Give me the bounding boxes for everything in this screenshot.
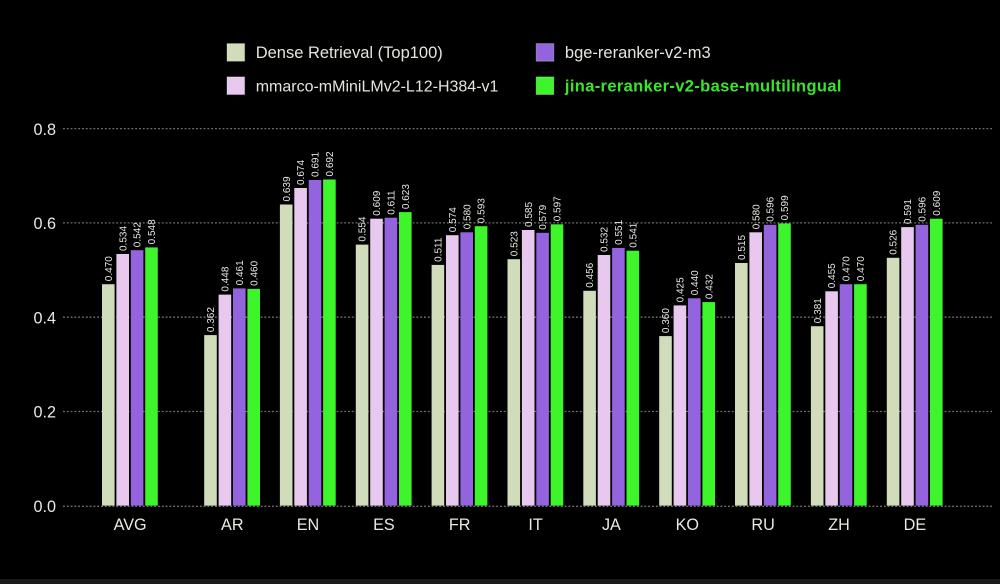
svg-text:0.639: 0.639 — [282, 176, 293, 201]
svg-text:AR: AR — [221, 516, 244, 534]
svg-text:KO: KO — [676, 516, 699, 534]
svg-text:0.692: 0.692 — [325, 151, 336, 176]
svg-text:0.674: 0.674 — [296, 160, 307, 185]
svg-text:RU: RU — [751, 516, 774, 534]
svg-text:0.534: 0.534 — [118, 226, 129, 251]
svg-text:0.611: 0.611 — [387, 190, 398, 215]
svg-text:0.8: 0.8 — [33, 121, 56, 139]
svg-text:0.609: 0.609 — [932, 190, 943, 215]
svg-text:0.596: 0.596 — [918, 196, 929, 221]
svg-text:0.4: 0.4 — [33, 309, 56, 327]
svg-text:0.470: 0.470 — [842, 256, 853, 281]
svg-text:0.574: 0.574 — [448, 207, 459, 232]
svg-text:0.541: 0.541 — [628, 222, 639, 247]
svg-text:ES: ES — [373, 516, 395, 534]
svg-text:DE: DE — [904, 516, 927, 534]
svg-text:0.360: 0.360 — [661, 308, 672, 333]
svg-text:FR: FR — [449, 516, 471, 534]
svg-text:0.432: 0.432 — [704, 274, 715, 299]
svg-text:0.593: 0.593 — [477, 198, 488, 223]
svg-text:0.455: 0.455 — [827, 263, 838, 288]
svg-text:0.609: 0.609 — [372, 190, 383, 215]
svg-text:0.526: 0.526 — [889, 229, 900, 254]
svg-text:0.580: 0.580 — [751, 204, 762, 229]
svg-text:0.523: 0.523 — [509, 231, 520, 256]
svg-text:0.580: 0.580 — [462, 204, 473, 229]
svg-text:0.511: 0.511 — [434, 237, 445, 262]
svg-text:0.597: 0.597 — [553, 196, 564, 221]
svg-text:ZH: ZH — [828, 516, 850, 534]
svg-text:mmarco-mMiniLMv2-L12-H384-v1: mmarco-mMiniLMv2-L12-H384-v1 — [256, 78, 499, 95]
svg-text:0.691: 0.691 — [311, 152, 322, 177]
svg-text:0.0: 0.0 — [33, 498, 56, 516]
svg-text:0.542: 0.542 — [133, 222, 144, 247]
svg-text:0.456: 0.456 — [585, 262, 596, 287]
svg-text:0.548: 0.548 — [147, 219, 158, 244]
svg-text:0.461: 0.461 — [235, 260, 246, 285]
svg-text:Dense Retrieval (Top100): Dense Retrieval (Top100) — [256, 44, 443, 62]
svg-text:0.515: 0.515 — [737, 235, 748, 260]
svg-text:0.554: 0.554 — [358, 216, 369, 241]
svg-text:0.2: 0.2 — [33, 404, 56, 422]
svg-text:JA: JA — [602, 516, 621, 534]
svg-text:0.532: 0.532 — [600, 227, 611, 252]
svg-text:jina-reranker-v2-base-multilin: jina-reranker-v2-base-multilingual — [564, 77, 842, 95]
svg-text:0.591: 0.591 — [903, 199, 914, 224]
svg-text:0.362: 0.362 — [206, 307, 217, 332]
svg-text:0.599: 0.599 — [780, 195, 791, 220]
svg-text:AVG: AVG — [114, 516, 147, 534]
svg-text:0.381: 0.381 — [813, 298, 824, 323]
svg-text:0.623: 0.623 — [401, 184, 412, 209]
svg-text:bge-reranker-v2-m3: bge-reranker-v2-m3 — [565, 44, 711, 62]
svg-text:0.470: 0.470 — [104, 256, 115, 281]
svg-text:0.585: 0.585 — [524, 202, 535, 227]
svg-text:0.596: 0.596 — [766, 196, 777, 221]
svg-text:IT: IT — [528, 516, 542, 534]
svg-text:EN: EN — [297, 516, 320, 534]
svg-text:0.460: 0.460 — [249, 260, 260, 285]
svg-text:0.448: 0.448 — [221, 266, 232, 291]
svg-text:0.579: 0.579 — [538, 204, 549, 229]
svg-text:0.440: 0.440 — [690, 270, 701, 295]
svg-text:0.470: 0.470 — [856, 256, 867, 281]
svg-text:0.425: 0.425 — [676, 277, 687, 302]
svg-text:0.6: 0.6 — [33, 215, 56, 233]
svg-text:0.551: 0.551 — [614, 219, 625, 244]
